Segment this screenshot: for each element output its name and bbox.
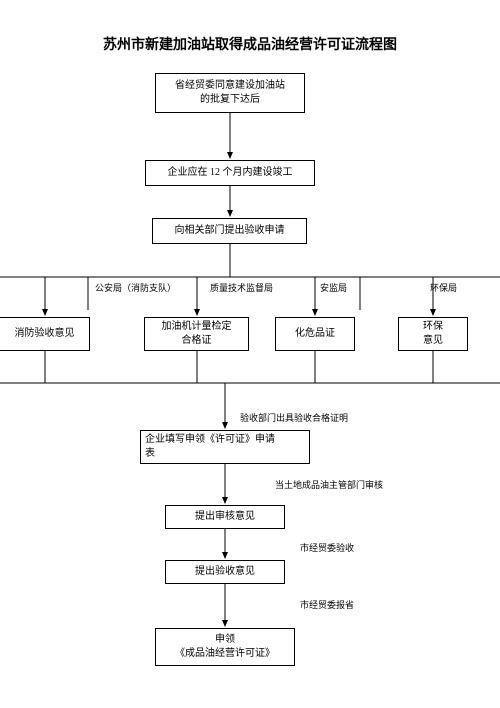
branch-measure: 加油机计量检定合格证	[144, 317, 249, 351]
node-review: 提出审核意见	[165, 505, 285, 529]
branch-chemical: 化危品证	[275, 317, 355, 351]
label-cert: 验收部门出具验收合格证明	[240, 413, 348, 424]
branch-fire: 消防验收意见	[0, 317, 90, 351]
label-quality-dept: 质量技术监督局	[210, 283, 273, 294]
node-apply-acceptance: 向相关部门提出验收申请	[152, 218, 307, 244]
node-construction: 企业应在 12 个月内建设竣工	[145, 160, 315, 186]
branch-env: 环保意见	[398, 317, 468, 351]
page-title: 苏州市新建加油站取得成品油经营许可证流程图	[0, 34, 500, 54]
flowchart-canvas: 苏州市新建加油站取得成品油经营许可证流程图 省经贸委同意建设加油站的批复下达后 …	[0, 0, 500, 708]
label-env-dept: 环保局	[430, 283, 457, 294]
label-fire-dept: 公安局（消防支队）	[95, 283, 176, 294]
label-city-report: 市经贸委报省	[300, 600, 354, 611]
label-local-review: 当土地成品油主管部门审核	[275, 480, 383, 491]
node-approval: 省经贸委同意建设加油站的批复下达后	[155, 73, 305, 113]
label-safety-dept: 安监局	[320, 283, 347, 294]
node-accept-opinion: 提出验收意见	[165, 560, 285, 584]
node-final: 申领《成品油经营许可证》	[155, 628, 295, 666]
label-city-accept: 市经贸委验收	[300, 543, 354, 554]
node-fill-form: 企业填写申领《许可证》申请表	[140, 430, 310, 464]
